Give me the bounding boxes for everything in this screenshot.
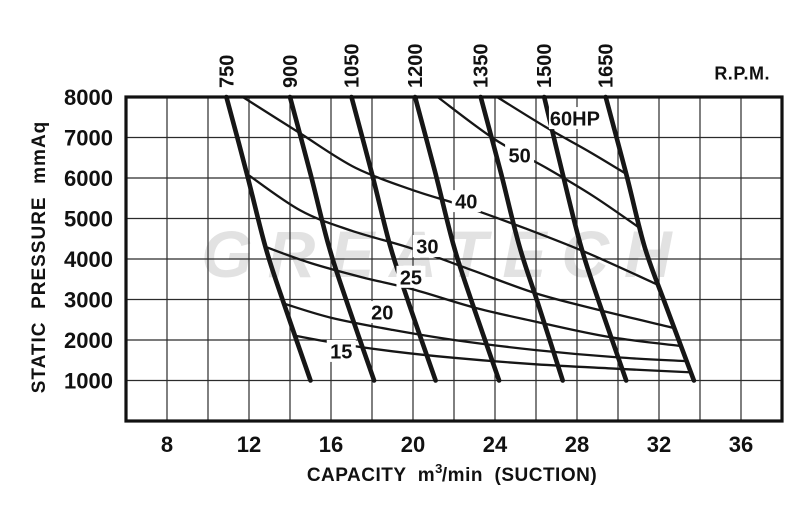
- rpm-curve-1650: [603, 94, 697, 383]
- rpm-label-900: 900: [280, 55, 302, 88]
- x-tick-label: 12: [237, 432, 261, 457]
- hp-label-15: 15: [330, 341, 352, 363]
- x-tick-label: 20: [401, 432, 425, 457]
- y-tick-label: 4000: [64, 247, 113, 272]
- hp-label-30: 30: [416, 237, 438, 259]
- hp-label-box: [396, 265, 426, 288]
- hp-label-box: [505, 143, 535, 166]
- rpm-label-1050: 1050: [342, 44, 364, 89]
- rpm-label-1650: 1650: [596, 44, 618, 89]
- x-tick-label: 24: [483, 432, 508, 457]
- hp-label-box: [326, 339, 356, 362]
- rpm-curve-1350: [478, 94, 565, 383]
- x-axis-title-unit: /min (SUCTION): [441, 465, 598, 486]
- hp-label-box: [367, 301, 397, 324]
- hp-curve-50: [436, 95, 642, 230]
- hp-label-20: 20: [371, 303, 393, 325]
- x-tick-label: 16: [319, 432, 343, 457]
- hp-label-50: 50: [508, 145, 530, 167]
- x-axis-title-exponent: 3: [435, 461, 443, 476]
- plot-border: [124, 95, 784, 423]
- hp-label-box: [451, 190, 481, 213]
- x-tick-label: 32: [647, 432, 671, 457]
- hp-label-box: [412, 235, 442, 258]
- rpm-unit-label: R.P.M.: [714, 63, 770, 84]
- y-tick-label: 2000: [64, 328, 113, 353]
- x-axis-title: CAPACITY m3/min (SUCTION): [306, 461, 598, 487]
- rpm-curve-1200: [412, 94, 502, 383]
- x-axis-title-text: CAPACITY m: [306, 465, 436, 486]
- hp-label-40: 40: [455, 192, 477, 214]
- rpm-curve-1500: [541, 94, 629, 383]
- hp-curve-30: [245, 172, 675, 330]
- rpm-label-1200: 1200: [405, 44, 427, 89]
- rpm-curve-900: [287, 94, 377, 383]
- hp-label-60HP: 60HP: [550, 109, 600, 131]
- y-tick-label: 1000: [64, 369, 113, 394]
- x-tick-label: 8: [161, 432, 173, 457]
- hp-label-25: 25: [400, 267, 422, 289]
- hp-label-box: [548, 107, 601, 130]
- y-axis-title: STATIC PRESSURE mmAq: [29, 120, 50, 394]
- rpm-label-750: 750: [216, 55, 238, 88]
- rpm-curve-750: [224, 94, 313, 383]
- rpm-curve-1050: [349, 94, 438, 383]
- x-tick-label: 28: [565, 432, 589, 457]
- y-tick-label: 5000: [64, 207, 113, 232]
- rpm-label-1350: 1350: [471, 43, 493, 88]
- hp-curve-25: [264, 245, 683, 348]
- y-tick-label: 6000: [64, 166, 113, 191]
- hp-curve-60HP: [495, 95, 628, 176]
- y-tick-label: 8000: [64, 85, 113, 110]
- y-tick-label: 3000: [64, 288, 113, 313]
- x-tick-label: 36: [729, 432, 753, 457]
- y-tick-label: 7000: [64, 126, 113, 151]
- rpm-label-1500: 1500: [534, 44, 556, 89]
